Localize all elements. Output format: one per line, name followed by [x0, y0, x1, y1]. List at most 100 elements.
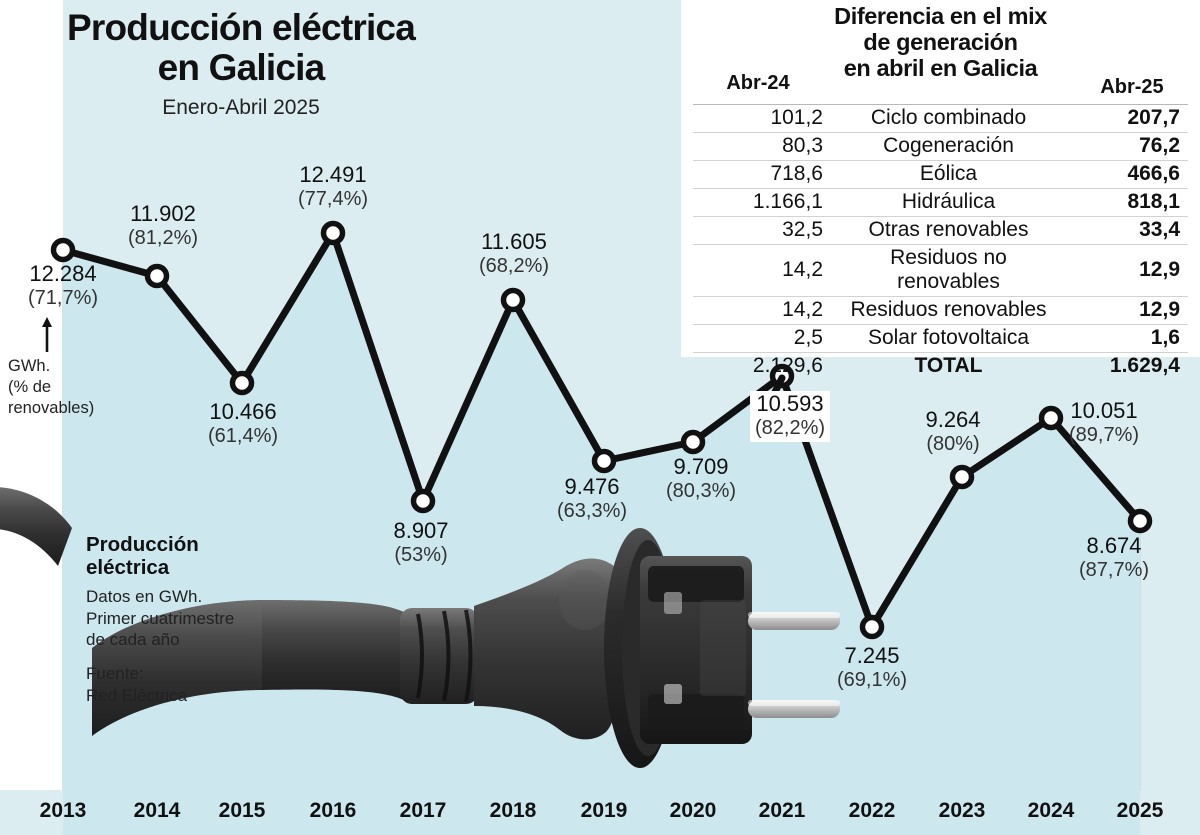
data-label-2017: 8.907 (53%): [393, 518, 449, 566]
axis-note-line1: GWh.: [8, 357, 51, 375]
x-axis-label-2017: 2017: [399, 799, 447, 822]
data-label-2024: 10.051 (89,7%): [1069, 398, 1139, 446]
mix-row-label: Residuos renovables: [837, 296, 1060, 325]
data-label-value-2019: 9.476: [564, 474, 620, 499]
legend-block: Producción eléctrica Datos en GWh. Prime…: [86, 533, 296, 707]
x-axis-label-2019: 2019: [580, 799, 628, 822]
data-point-2018: [500, 287, 526, 313]
page-subtitle: Enero-Abril 2025: [162, 96, 320, 119]
data-label-pct-2021: (82,2%): [754, 416, 826, 439]
data-label-2021: 10.593 (82,2%): [749, 391, 831, 443]
data-point-2023: [949, 464, 975, 490]
mix-row-label: Eólica: [837, 160, 1060, 189]
mix-row-abr24-value: 14,2: [693, 296, 837, 325]
mix-row-abr25-value: 33,4: [1060, 216, 1188, 245]
mix-row-label: Ciclo combinado: [837, 104, 1060, 133]
mix-table-header-abr25: Abr-25: [1100, 76, 1164, 98]
mix-row-label: Hidráulica: [837, 188, 1060, 217]
data-label-pct-2022: (69,1%): [836, 668, 908, 691]
mix-row-abr24-value: 80,3: [693, 132, 837, 161]
data-label-2014: 11.902 (81,2%): [127, 201, 199, 249]
x-axis-label-2016: 2016: [309, 799, 357, 822]
axis-note: GWh. (% de renovables): [8, 356, 94, 418]
axis-note-line2: (% de: [8, 377, 52, 396]
legend-title: Producción eléctrica: [86, 533, 296, 580]
mix-table: 101,2 Ciclo combinado 207,7 80,3 Cogeneració…: [693, 104, 1188, 380]
data-label-2019: 9.476 (63,3%): [557, 474, 627, 522]
data-label-pct-2018: (68,2%): [478, 254, 550, 277]
data-point-2013: [50, 237, 76, 263]
x-axis-label-2014: 2014: [133, 799, 181, 822]
data-label-2020: 9.709 (80,3%): [666, 454, 736, 502]
data-point-2020: [680, 429, 706, 455]
mix-row-abr25-value: 1,6: [1060, 324, 1188, 353]
mix-table-title: Diferencia en el mix de generación en ab…: [681, 3, 1200, 82]
mix-row-label: Residuos no renovables: [837, 244, 1060, 297]
table-row: 101,2 Ciclo combinado 207,7: [693, 104, 1188, 133]
table-row: 14,2 Residuos no renovables 12,9: [693, 244, 1188, 297]
axis-note-line3: renovables): [8, 398, 95, 417]
table-row: 14,2 Residuos renovables 12,9: [693, 296, 1188, 325]
table-row: 1.166,1 Hidráulica 818,1: [693, 188, 1188, 217]
data-label-value-2013: 12.284: [29, 261, 97, 286]
data-label-pct-2014: (81,2%): [127, 226, 199, 249]
data-label-value-2024: 10.051: [1070, 398, 1138, 423]
data-label-2018: 11.605 (68,2%): [478, 229, 550, 277]
data-label-pct-2017: (53%): [394, 543, 448, 566]
mix-row-label: Cogeneración: [837, 132, 1060, 161]
data-label-value-2017: 8.907: [393, 518, 449, 543]
legend-title-line2: eléctrica: [86, 555, 170, 579]
page-title-line2: en Galicia: [157, 46, 326, 88]
data-label-value-2020: 9.709: [673, 454, 729, 479]
legend-source: Fuente: Red Eléctrica: [86, 663, 296, 707]
data-label-value-2025: 8.674: [1086, 533, 1142, 558]
mix-table-title-line3: en abril en Galicia: [843, 54, 1038, 81]
data-label-pct-2025: (87,7%): [1078, 558, 1150, 581]
data-point-2024: [1038, 405, 1064, 431]
table-row: 2.129,6 TOTAL 1.629,4: [693, 352, 1188, 380]
page-title-line1: Producción eléctrica: [67, 7, 416, 48]
data-label-2015: 10.466 (61,4%): [207, 399, 279, 447]
data-label-value-2023: 9.264: [925, 407, 981, 432]
x-axis-label-2023: 2023: [938, 799, 986, 822]
data-label-value-2014: 11.902: [130, 201, 196, 226]
mix-table-bottom-rule: [693, 352, 1188, 353]
mix-row-label: Otras renovables: [837, 216, 1060, 245]
mix-row-abr24-value: 2.129,6: [693, 352, 837, 380]
data-label-value-2015: 10.466: [209, 399, 277, 424]
data-label-pct-2013: (71,7%): [27, 286, 99, 309]
mix-row-label: TOTAL: [837, 352, 1060, 380]
legend-body-line2: Primer cuatrimestre: [86, 608, 235, 628]
mix-row-abr24-value: 1.166,1: [693, 188, 837, 217]
data-point-2015: [229, 370, 255, 396]
mix-row-abr24-value: 14,2: [693, 244, 837, 297]
data-label-value-2022: 7.245: [844, 643, 900, 668]
data-point-2016: [320, 220, 346, 246]
x-axis-label-2025: 2025: [1116, 799, 1164, 822]
data-label-pct-2016: (77,4%): [297, 187, 369, 210]
data-point-2019: [591, 448, 617, 474]
data-label-2023: 9.264 (80%): [925, 407, 981, 455]
mix-row-label: Solar fotovoltaica: [837, 324, 1060, 353]
data-label-value-2018: 11.605: [481, 229, 547, 254]
x-axis-label-2022: 2022: [848, 799, 896, 822]
mix-row-abr24-value: 32,5: [693, 216, 837, 245]
mix-row-abr25-value: 1.629,4: [1060, 352, 1188, 380]
mix-row-abr25-value: 12,9: [1060, 296, 1188, 325]
data-point-2017: [410, 488, 436, 514]
table-row: 80,3 Cogeneración 76,2: [693, 132, 1188, 161]
legend-body: Datos en GWh. Primer cuatrimestre de cad…: [86, 586, 296, 651]
mix-table-title-line2: de generación: [863, 28, 1018, 55]
data-label-value-2016: 12.491: [299, 162, 367, 187]
x-axis-label-2020: 2020: [669, 799, 717, 822]
legend-body-line3: de cada año: [86, 630, 180, 650]
table-row: 32,5 Otras renovables 33,4: [693, 216, 1188, 245]
data-label-pct-2015: (61,4%): [207, 424, 279, 447]
mix-row-abr24-value: 718,6: [693, 160, 837, 189]
data-label-2025: 8.674 (87,7%): [1078, 533, 1150, 581]
data-label-2016: 12.491 (77,4%): [297, 162, 369, 210]
legend-source-line1: Fuente:: [86, 664, 144, 684]
